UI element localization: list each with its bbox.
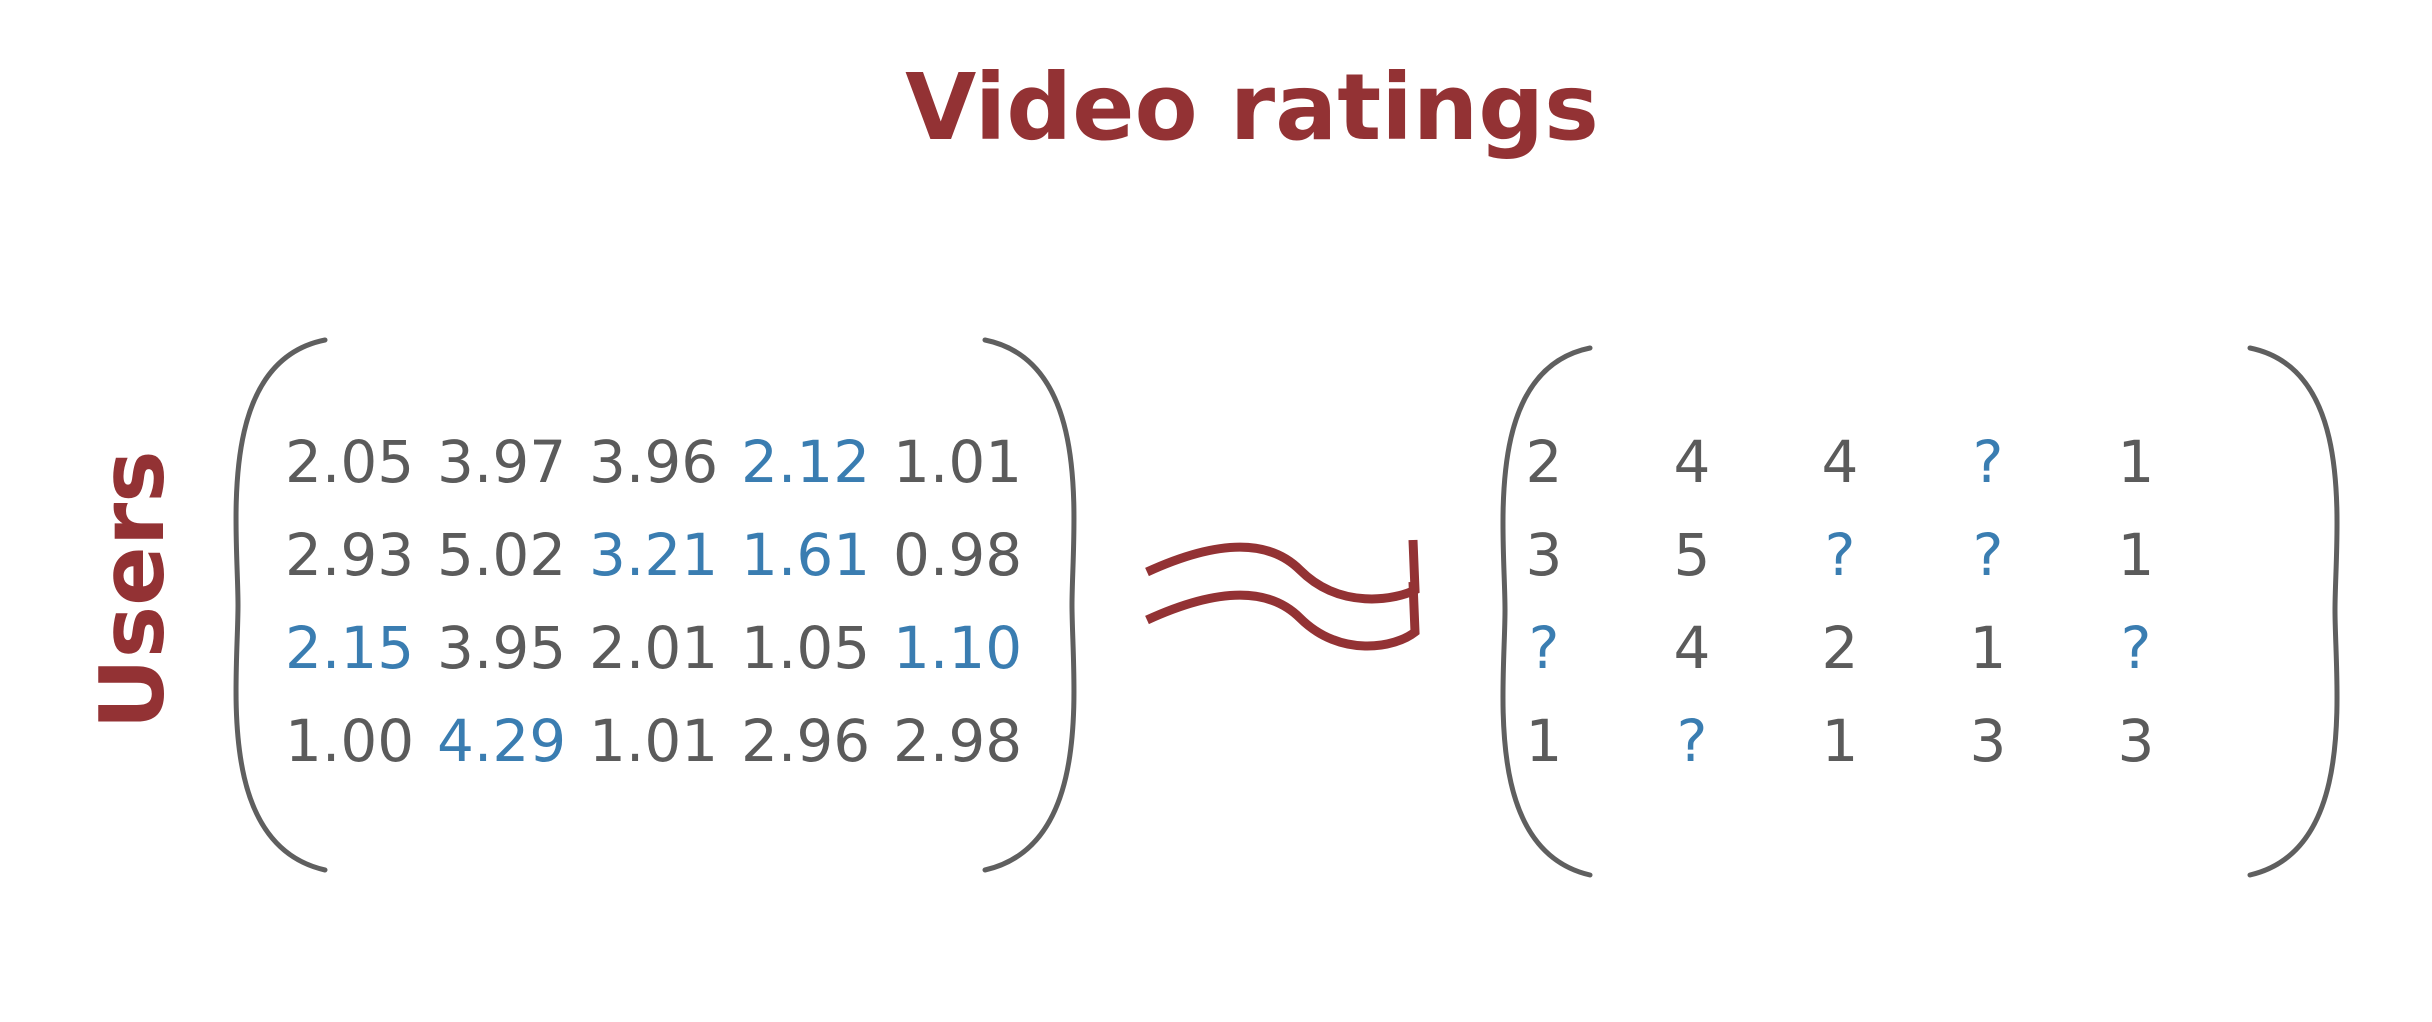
left-matrix-open-bracket bbox=[233, 337, 328, 873]
matrix-cell: 2.05 bbox=[285, 427, 415, 496]
matrix-cell: 3 bbox=[1525, 520, 1563, 589]
matrix-cell: ? bbox=[1676, 706, 1708, 775]
matrix-cell: 3 bbox=[2117, 706, 2155, 775]
right-matrix-close-bracket bbox=[2247, 345, 2340, 878]
matrix-cell: 4 bbox=[1673, 613, 1711, 682]
matrix-cell: 3.21 bbox=[589, 520, 719, 589]
matrix-cell: ? bbox=[1972, 520, 2004, 589]
matrix-cell: 3.95 bbox=[437, 613, 567, 682]
matrix-cell: ? bbox=[2120, 613, 2152, 682]
matrix-cell: 4.29 bbox=[437, 706, 567, 775]
observed-ratings-matrix: 2 4 4? 1 3 5?? 1? 4 2 1? 1? 1 3 3 bbox=[1470, 415, 2210, 787]
matrix-cell: 3.96 bbox=[589, 427, 719, 496]
matrix-cell: 2.96 bbox=[741, 706, 871, 775]
matrix-cell: 1 bbox=[2117, 520, 2155, 589]
right-matrix-open-bracket bbox=[1500, 345, 1593, 878]
left-matrix-close-bracket bbox=[982, 337, 1077, 873]
approximately-equal-icon bbox=[1145, 539, 1420, 651]
matrix-cell: 4 bbox=[1673, 427, 1711, 496]
matrix-cell: 5 bbox=[1673, 520, 1711, 589]
matrix-cell: 3 bbox=[1969, 706, 2007, 775]
matrix-cell: ? bbox=[1528, 613, 1560, 682]
matrix-cell: 0.98 bbox=[893, 520, 1023, 589]
matrix-cell: 1 bbox=[1969, 613, 2007, 682]
matrix-cell: 1.00 bbox=[285, 706, 415, 775]
matrix-cell: 2 bbox=[1821, 613, 1859, 682]
matrix-cell: 1 bbox=[1525, 706, 1563, 775]
matrix-cell: 2.15 bbox=[285, 613, 415, 682]
matrix-cell: 2.12 bbox=[741, 427, 871, 496]
matrix-cell: 1.61 bbox=[741, 520, 871, 589]
matrix-cell: 2.98 bbox=[893, 706, 1023, 775]
predicted-ratings-matrix: 2.05 3.97 3.96 2.12 1.01 2.93 5.02 3.21 1.61 0.98… bbox=[285, 415, 1045, 787]
matrix-cell: 3.97 bbox=[437, 427, 567, 496]
matrix-cell: 1.01 bbox=[893, 427, 1023, 496]
matrix-cell: 1 bbox=[1821, 706, 1859, 775]
matrix-cell: 1.10 bbox=[893, 613, 1023, 682]
matrix-cell: ? bbox=[1972, 427, 2004, 496]
matrix-cell: 5.02 bbox=[437, 520, 567, 589]
matrix-cell: 2.01 bbox=[589, 613, 719, 682]
matrix-cell: 2.93 bbox=[285, 520, 415, 589]
matrix-cell: 4 bbox=[1821, 427, 1859, 496]
matrix-cell: 1.05 bbox=[741, 613, 871, 682]
diagram-title: Video ratings bbox=[905, 54, 1599, 161]
matrix-cell: ? bbox=[1824, 520, 1856, 589]
matrix-cell: 1.01 bbox=[589, 706, 719, 775]
matrix-cell: 1 bbox=[2117, 427, 2155, 496]
matrix-cell: 2 bbox=[1525, 427, 1563, 496]
